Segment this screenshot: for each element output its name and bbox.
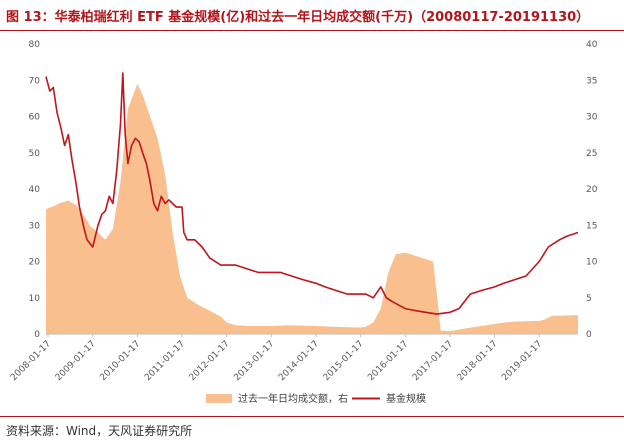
x-tick-label: 2016-01-17 [366,339,410,383]
x-tick-label: 2009-01-17 [54,339,98,383]
x-tick-label: 2010-01-17 [98,339,142,383]
legend-swatch-area [206,394,232,403]
y-right-tick-label: 30 [586,113,598,123]
y-left-tick-label: 10 [29,294,41,304]
x-tick-label: 2008-01-17 [9,339,53,383]
y-left-tick-label: 80 [29,40,41,50]
y-right-tick-label: 25 [586,149,597,159]
area-series-daily-turnover [46,83,578,335]
y-right-tick-label: 40 [586,40,598,50]
x-tick-label: 2012-01-17 [188,339,232,383]
area-series-layer [46,83,578,335]
x-tick-label: 2011-01-17 [143,339,187,383]
combo-chart: 0 10 20 30 40 50 60 70 80 0 5 10 15 20 25 30 35 40 2008-01… [9,40,598,405]
footer-divider [0,416,624,417]
y-right-tick-label: 20 [586,185,598,195]
chart-legend: 过去一年日均成交额，右 基金规模 [206,392,426,405]
y-left-tick-label: 40 [29,185,41,195]
legend-label-line: 基金规模 [386,392,426,405]
line-series-layer [45,72,579,315]
y-right-tick-label: 35 [586,76,597,86]
y-right-tick-label: 15 [586,221,597,231]
x-tick-label: 2019-01-17 [500,339,544,383]
y-left-tick-label: 50 [29,149,41,159]
y-left-tick-label: 30 [29,221,41,231]
x-tick-label: 2017-01-17 [411,339,455,383]
legend-label-area: 过去一年日均成交额，右 [238,392,348,405]
y-left-tick-label: 0 [34,330,40,340]
x-tick-label: 2014-01-17 [277,339,321,383]
y-right-tick-label: 5 [586,294,592,304]
line-series-fund-size [45,72,579,315]
y-right-tick-label: 10 [586,258,598,268]
y-left-tick-label: 60 [29,113,41,123]
chart-title: 图 13：华泰柏瑞红利 ETF 基金规模(亿)和过去一年日均成交额(千万)（20… [6,10,590,25]
y-left-tick-label: 20 [29,258,41,268]
y-right-tick-label: 0 [586,330,592,340]
source-note: 资料来源：Wind，天风证券研究所 [6,424,193,438]
y-left-tick-label: 70 [29,76,41,86]
x-tick-label: 2013-01-17 [232,339,276,383]
title-divider [0,30,624,31]
x-tick-label: 2015-01-17 [322,339,366,383]
x-tick-label: 2018-01-17 [456,339,500,383]
